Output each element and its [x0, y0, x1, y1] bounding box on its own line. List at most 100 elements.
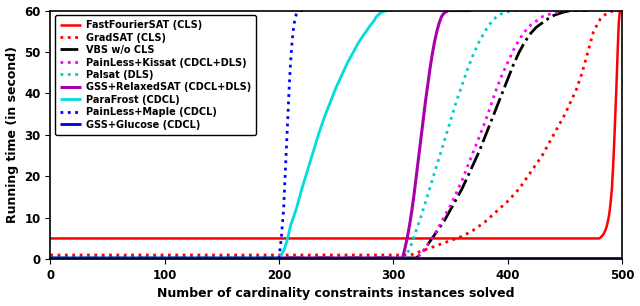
VBS w/o CLS — [527, 32, 534, 35]
GSS+RelaxedSAT (CDCL+DLS) — [458, 9, 466, 12]
VBS w/o CLS — [570, 9, 578, 12]
FastFourierSAT (CLS) — [611, 112, 619, 116]
Palsat (DLS) — [401, 256, 409, 260]
GradSAT (CLS) — [493, 210, 500, 213]
GSS+RelaxedSAT (CDCL+DLS) — [419, 118, 427, 122]
GSS+RelaxedSAT (CDCL+DLS) — [406, 224, 413, 228]
ParaFrost (CDCL) — [284, 234, 292, 238]
FastFourierSAT (CLS) — [614, 50, 621, 54]
ParaFrost (CDCL) — [321, 114, 328, 118]
Palsat (DLS) — [529, 9, 537, 12]
GSS+RelaxedSAT (CDCL+DLS) — [440, 12, 447, 15]
ParaFrost (CDCL) — [384, 9, 392, 12]
ParaFrost (CDCL) — [386, 9, 394, 12]
VBS w/o CLS — [532, 25, 540, 29]
GSS+RelaxedSAT (CDCL+DLS) — [465, 9, 473, 12]
GradSAT (CLS) — [579, 71, 586, 75]
Palsat (DLS) — [521, 9, 529, 12]
GradSAT (CLS) — [561, 112, 569, 116]
PainLess+Maple (CDCL) — [294, 11, 301, 14]
ParaFrost (CDCL) — [304, 168, 312, 172]
GSS+RelaxedSAT (CDCL+DLS) — [412, 174, 420, 178]
PainLess+Kissat (CDCL+DLS) — [412, 256, 420, 260]
VBS w/o CLS — [561, 10, 569, 14]
GSS+RelaxedSAT (CDCL+DLS) — [417, 137, 425, 141]
GradSAT (CLS) — [595, 21, 602, 25]
Palsat (DLS) — [504, 10, 511, 14]
Palsat (DLS) — [481, 29, 489, 33]
Palsat (DLS) — [487, 21, 495, 25]
ParaFrost (CDCL) — [367, 23, 374, 27]
ParaFrost (CDCL) — [275, 256, 283, 260]
Palsat (DLS) — [493, 15, 500, 19]
Palsat (DLS) — [418, 212, 426, 215]
VBS w/o CLS — [487, 121, 495, 124]
GSS+RelaxedSAT (CDCL+DLS) — [464, 9, 472, 12]
PainLess+Maple (CDCL) — [281, 183, 289, 186]
PainLess+Kissat (CDCL+DLS) — [470, 150, 477, 153]
Palsat (DLS) — [412, 228, 420, 232]
GSS+RelaxedSAT (CDCL+DLS) — [431, 40, 438, 43]
PainLess+Maple (CDCL) — [292, 13, 300, 17]
PainLess+Kissat (CDCL+DLS) — [579, 9, 586, 12]
VBS w/o CLS — [464, 174, 472, 178]
VBS w/o CLS — [584, 9, 592, 12]
Line: GradSAT (CLS): GradSAT (CLS) — [50, 10, 622, 255]
GSS+RelaxedSAT (CDCL+DLS) — [438, 15, 445, 19]
ParaFrost (CDCL) — [344, 61, 351, 64]
GradSAT (CLS) — [588, 38, 595, 41]
FastFourierSAT (CLS) — [601, 229, 609, 233]
GSS+RelaxedSAT (CDCL+DLS) — [426, 67, 434, 70]
ParaFrost (CDCL) — [390, 9, 397, 12]
PainLess+Kissat (CDCL+DLS) — [576, 9, 584, 12]
GSS+RelaxedSAT (CDCL+DLS) — [463, 9, 470, 12]
VBS w/o CLS — [544, 17, 552, 21]
PainLess+Maple (CDCL) — [297, 9, 305, 12]
GradSAT (CLS) — [424, 247, 431, 251]
VBS w/o CLS — [538, 21, 546, 25]
Line: PainLess+Kissat (CDCL+DLS): PainLess+Kissat (CDCL+DLS) — [50, 10, 582, 258]
ParaFrost (CDCL) — [310, 150, 317, 153]
ParaFrost (CDCL) — [280, 249, 287, 253]
GradSAT (CLS) — [46, 253, 54, 257]
GSS+RelaxedSAT (CDCL+DLS) — [454, 9, 461, 12]
GradSAT (CLS) — [550, 133, 557, 137]
Palsat (DLS) — [435, 156, 443, 159]
GradSAT (CLS) — [573, 88, 580, 91]
PainLess+Kissat (CDCL+DLS) — [435, 224, 443, 228]
PainLess+Kissat (CDCL+DLS) — [515, 38, 523, 41]
VBS w/o CLS — [429, 234, 437, 238]
PainLess+Kissat (CDCL+DLS) — [538, 15, 546, 19]
ParaFrost (CDCL) — [381, 9, 389, 13]
Palsat (DLS) — [447, 118, 454, 122]
PainLess+Kissat (CDCL+DLS) — [561, 9, 569, 12]
GradSAT (CLS) — [614, 9, 621, 12]
FastFourierSAT (CLS) — [608, 187, 616, 191]
ParaFrost (CDCL) — [374, 13, 382, 17]
PainLess+Maple (CDCL) — [283, 133, 291, 137]
VBS w/o CLS — [498, 91, 506, 95]
PainLess+Kissat (CDCL+DLS) — [481, 121, 489, 124]
Legend: FastFourierSAT (CLS), GradSAT (CLS), VBS w/o CLS, PainLess+Kissat (CDCL+DLS), Pa: FastFourierSAT (CLS), GradSAT (CLS), VBS… — [55, 15, 256, 135]
GradSAT (CLS) — [515, 187, 523, 191]
GSS+RelaxedSAT (CDCL+DLS) — [403, 237, 411, 240]
Palsat (DLS) — [515, 9, 523, 12]
GradSAT (CLS) — [538, 154, 546, 157]
ParaFrost (CDCL) — [355, 40, 363, 43]
VBS w/o CLS — [521, 40, 529, 43]
GradSAT (CLS) — [616, 9, 624, 12]
GradSAT (CLS) — [504, 199, 511, 203]
PainLess+Kissat (CDCL+DLS) — [464, 164, 472, 168]
GradSAT (CLS) — [592, 25, 600, 29]
Palsat (DLS) — [509, 9, 517, 12]
Palsat (DLS) — [531, 9, 539, 12]
PainLess+Maple (CDCL) — [300, 9, 308, 12]
GradSAT (CLS) — [606, 10, 614, 14]
GSS+RelaxedSAT (CDCL+DLS) — [466, 9, 474, 12]
PainLess+Kissat (CDCL+DLS) — [577, 9, 585, 12]
PainLess+Maple (CDCL) — [294, 10, 302, 14]
GradSAT (CLS) — [447, 239, 454, 242]
GSS+RelaxedSAT (CDCL+DLS) — [467, 9, 475, 12]
FastFourierSAT (CLS) — [599, 233, 607, 237]
VBS w/o CLS — [412, 256, 420, 260]
